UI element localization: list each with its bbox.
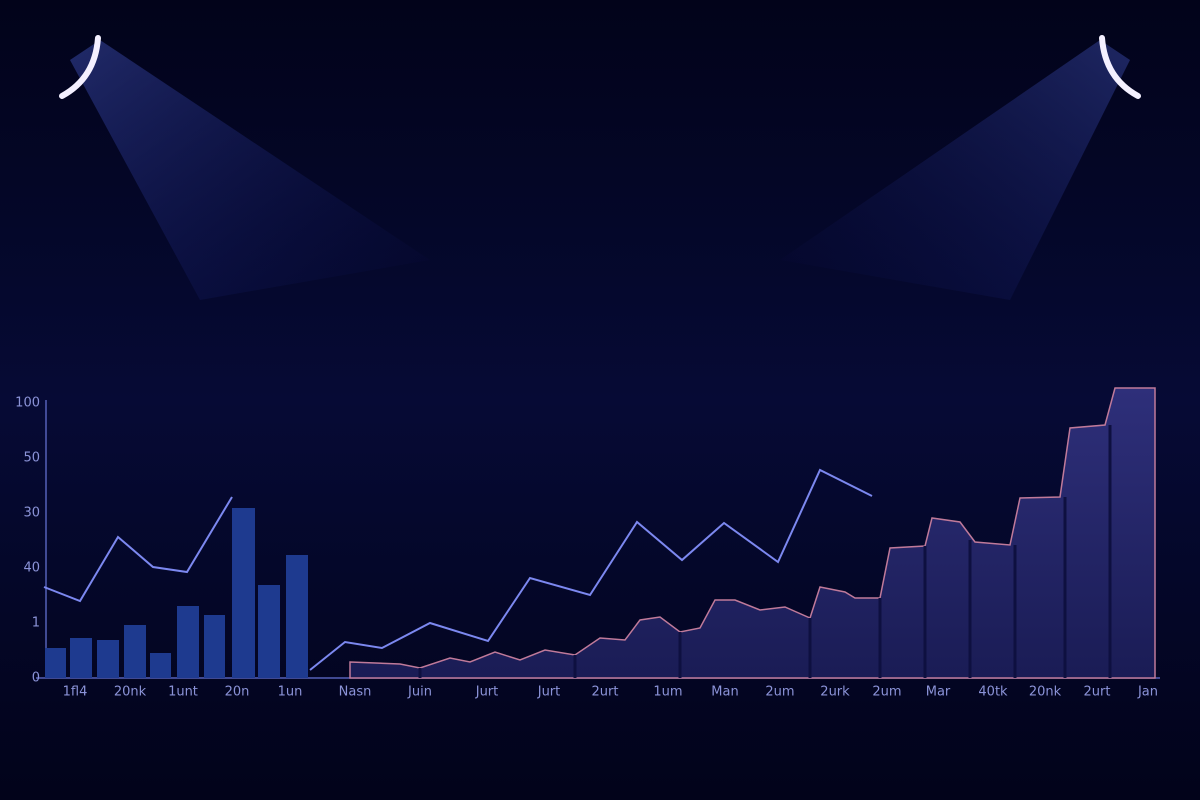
x-axis-label: Jurt — [537, 685, 561, 700]
bar — [97, 640, 119, 678]
chart-graphic — [36, 387, 1160, 679]
x-axis-label: 2um — [872, 685, 901, 700]
x-axis-label: 1fl4 — [63, 685, 88, 700]
bar — [258, 585, 280, 678]
bar — [286, 555, 308, 678]
x-axis-label: 2urt — [1084, 685, 1111, 700]
x-axis-label: 20n — [225, 685, 250, 700]
bar — [177, 606, 199, 678]
line — [309, 468, 873, 671]
bar — [45, 648, 66, 678]
bar — [124, 625, 146, 678]
x-axis-label: Nasn — [339, 685, 372, 700]
x-axis-label: 2urk — [820, 685, 850, 700]
x-axis-label: Man — [711, 685, 738, 700]
x-axis-label: 1unt — [168, 685, 198, 700]
y-axis-label: 40 — [23, 561, 40, 576]
y-axis-label: 50 — [23, 451, 40, 466]
area-dividers — [418, 425, 1112, 678]
bar — [204, 615, 225, 678]
x-axis-label: Jan — [1137, 685, 1158, 700]
line — [43, 496, 233, 603]
bars — [45, 508, 308, 678]
x-axis-label: Jurt — [475, 685, 499, 700]
bar — [232, 508, 255, 678]
spotlight — [1099, 35, 1141, 99]
y-axis-label: 100 — [15, 396, 40, 411]
x-axis-label: Mar — [926, 685, 951, 700]
x-axis-label: 20nk — [1029, 685, 1062, 700]
x-axis-label: 2urt — [592, 685, 619, 700]
x-axis-label: Juin — [407, 685, 432, 700]
x-axis-label: 2um — [765, 685, 794, 700]
y-axis-label: 30 — [23, 506, 40, 521]
axis-labels: 100 50 30 40 1 0 1fl4 20nk 1unt 20n 1un Nasn Juin Jur… — [15, 396, 1158, 700]
x-axis-label: 1un — [278, 685, 303, 700]
x-axis-label: 20nk — [114, 685, 147, 700]
y-axis-label: 1 — [32, 616, 40, 631]
spotlight — [59, 35, 101, 99]
x-axis-label: 1um — [653, 685, 682, 700]
y-axis-label: 0 — [32, 671, 40, 686]
x-axis-label: 40tk — [978, 685, 1008, 700]
bar — [70, 638, 92, 678]
bar — [150, 653, 171, 678]
spotlight-beam — [70, 40, 430, 300]
spotlight-beam — [780, 40, 1130, 300]
